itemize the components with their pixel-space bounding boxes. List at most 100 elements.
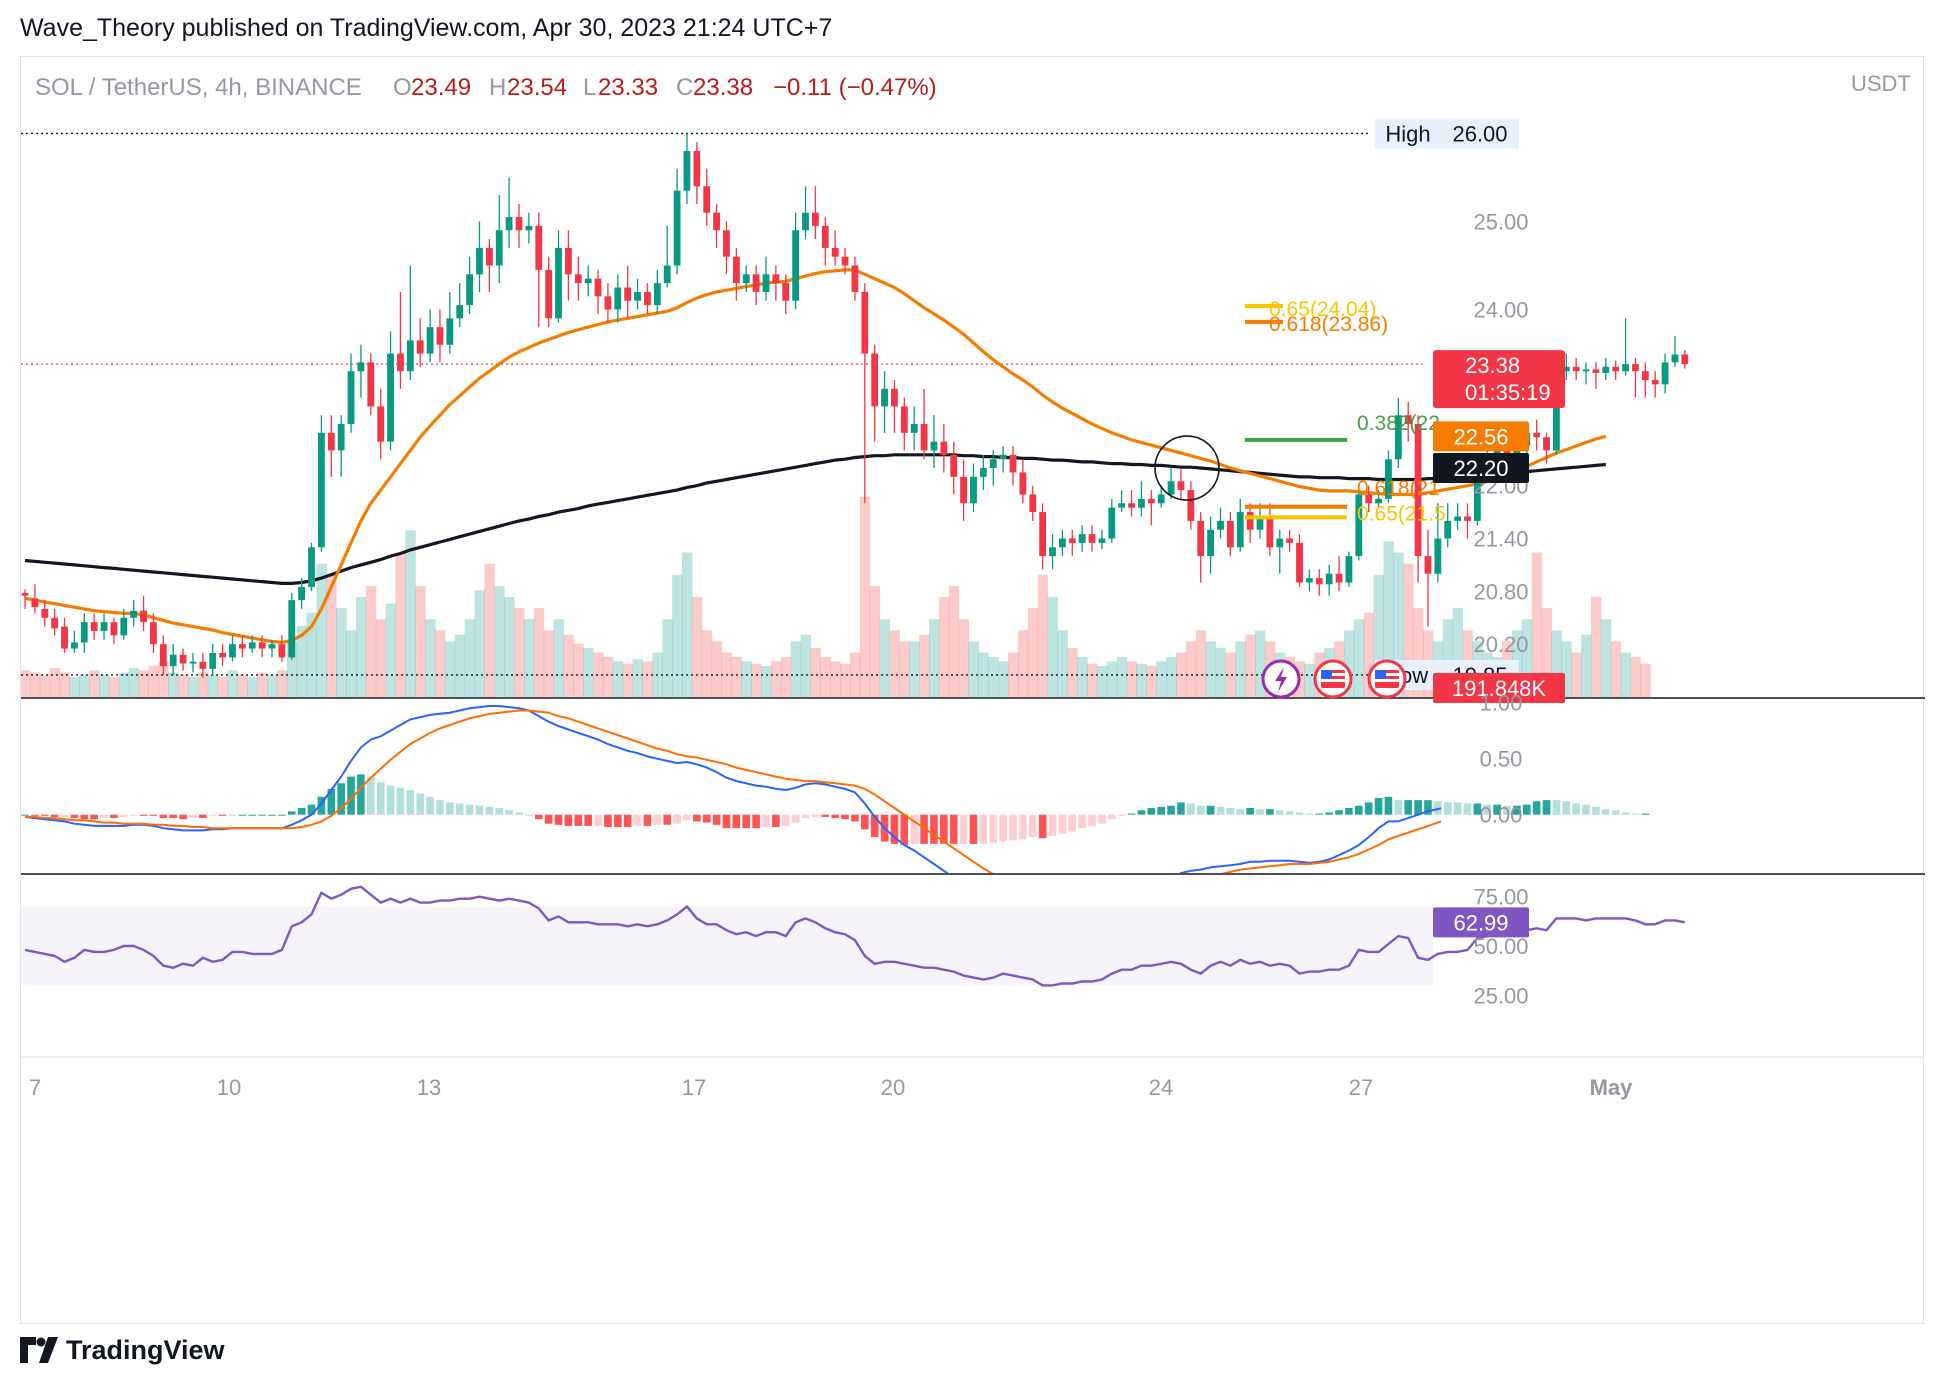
volume-bar [21, 670, 31, 697]
candle-body [772, 274, 780, 284]
candle-body [841, 256, 849, 266]
volume-bar [1363, 612, 1375, 697]
ohlc-open-value: 23.49 [411, 74, 471, 101]
volume-bar [1571, 652, 1582, 697]
volume-bar [237, 674, 248, 697]
volume-bar [326, 574, 337, 697]
volume-bar [1037, 574, 1049, 697]
volume-bar [1413, 608, 1424, 697]
macd-histogram-bar [1602, 809, 1610, 815]
volume-bar [1146, 665, 1157, 697]
macd-tick-label: 0.50 [1480, 747, 1523, 772]
candle-body [1651, 379, 1659, 385]
candle-body [209, 652, 217, 669]
macd-histogram-bar [416, 793, 424, 815]
volume-bar [1116, 657, 1128, 697]
candle-body [1138, 498, 1145, 508]
macd-histogram-bar [1098, 814, 1106, 824]
candle-body [288, 600, 296, 658]
candle-body [377, 406, 385, 442]
candle-body [1236, 512, 1244, 548]
volume-bar [662, 619, 673, 697]
rsi-pane[interactable]: 75.00 50.00 25.00 62.99 [21, 885, 1686, 1009]
macd-histogram-bar [1374, 797, 1383, 815]
macd-histogram-bar [870, 814, 879, 838]
candle-body [1394, 415, 1402, 460]
candle-body [1177, 481, 1185, 491]
macd-histogram-bar [40, 814, 49, 816]
volume-bar [49, 668, 61, 697]
volume-bar [523, 619, 535, 697]
macd-histogram-bar [1532, 801, 1541, 815]
candle-body [535, 225, 543, 270]
candle-body [979, 468, 987, 477]
volume-bar [1452, 608, 1464, 697]
volume-bar [1442, 619, 1454, 697]
candle-body [456, 305, 464, 319]
candle-body [1345, 556, 1353, 583]
macd-histogram-bar [1196, 805, 1205, 815]
volume-bar [207, 674, 219, 697]
macd-histogram-bar [930, 814, 938, 844]
volume-bar [761, 665, 772, 697]
price-tick-label: 25.00 [1473, 209, 1528, 234]
chart-frame: 0.65(24.04) 0.618(23.86) 0.382(22 0.618(21 0… [20, 56, 1925, 1325]
volume-bar [642, 661, 653, 697]
candle-body [100, 622, 108, 631]
macd-histogram-bar [357, 774, 365, 815]
volume-bar [188, 677, 199, 697]
ema-fast-value: 22.56 [1453, 424, 1508, 449]
volume-bar [1610, 641, 1622, 697]
macd-histogram-bar [1028, 814, 1037, 838]
candle-body [584, 278, 592, 284]
volume-bar [1541, 608, 1552, 697]
volume-bar [474, 590, 485, 697]
volume-bar [919, 634, 930, 697]
macd-histogram-bar [1493, 804, 1501, 815]
fib-level-label: 0.618(21 [1357, 477, 1440, 500]
macd-histogram-bar [386, 785, 395, 815]
candle-body [1246, 512, 1254, 530]
volume-bar [267, 674, 278, 697]
time-tick-label: 13 [417, 1075, 441, 1100]
volume-bar [622, 663, 634, 697]
volume-bar [1017, 630, 1029, 697]
macd-histogram-bar [762, 814, 770, 828]
candle-body [476, 247, 483, 275]
volume-bar [1106, 661, 1118, 697]
volume-bar [1630, 657, 1641, 697]
candle-body [1622, 364, 1629, 372]
candle-body [545, 269, 553, 319]
volume-bar [1057, 630, 1068, 697]
price-pane[interactable]: 0.65(24.04)0.618(23.86)0.382(220.618(210… [21, 118, 1925, 875]
candle-body [318, 432, 325, 548]
volume-bar [39, 674, 51, 697]
candle-body [900, 406, 908, 433]
candle-body [1325, 573, 1333, 585]
high-value-badge [1441, 118, 1519, 149]
macd-histogram-bar [1019, 814, 1027, 840]
volume-bar [395, 552, 406, 697]
candle-body [1404, 415, 1412, 425]
volume-bar [425, 619, 436, 697]
candle-body [1226, 520, 1234, 548]
volume-bar [1343, 630, 1355, 697]
macd-histogram-bar [1157, 806, 1165, 815]
ohlc-open-label: O [393, 74, 412, 101]
volume-bar [29, 672, 41, 697]
volume-bar [602, 657, 614, 697]
candle-body [673, 190, 681, 266]
chart-canvas[interactable]: 0.65(24.04)0.618(23.86)0.382(220.618(210… [21, 57, 1925, 1325]
volume-bar [929, 619, 940, 697]
candle-body [327, 432, 335, 451]
macd-histogram-bar [1592, 806, 1600, 815]
macd-histogram-bar [861, 814, 869, 830]
macd-histogram-bar [949, 814, 958, 844]
candle-body [525, 225, 533, 231]
candle-body [485, 247, 493, 266]
candle-body [1256, 516, 1264, 530]
macd-histogram-bar [663, 814, 671, 825]
macd-pane[interactable]: 1.00 0.50 0.00 [21, 691, 1650, 926]
candle-body [693, 151, 701, 187]
candle-body [1108, 507, 1116, 539]
